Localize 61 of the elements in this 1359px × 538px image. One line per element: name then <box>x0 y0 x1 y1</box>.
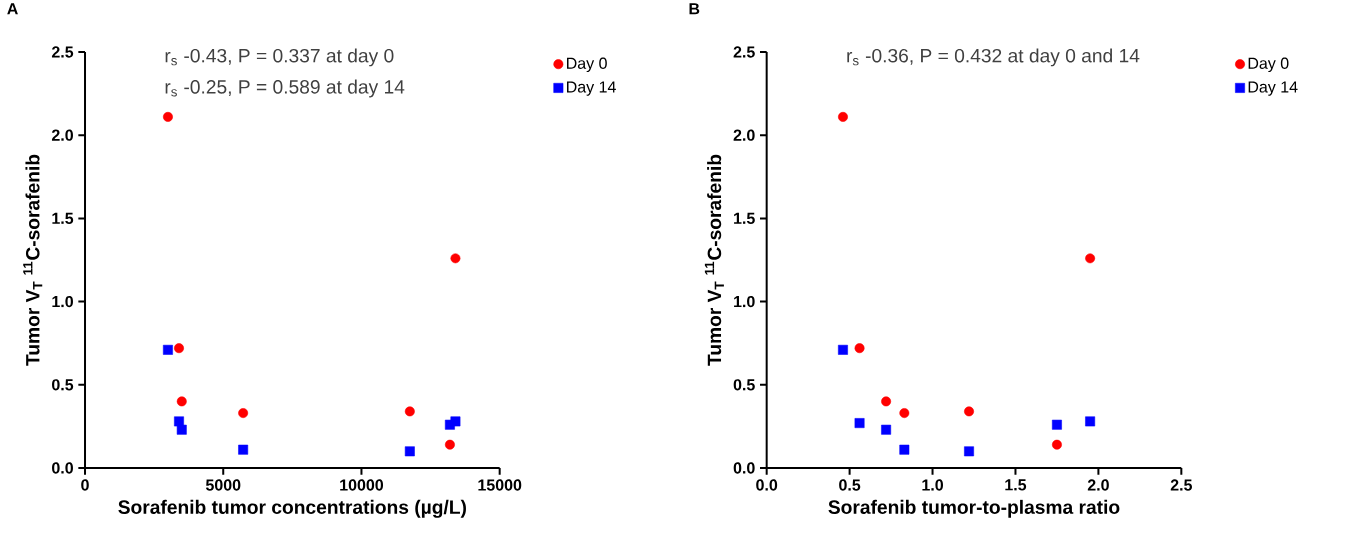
y-tick-label: 0.5 <box>52 379 74 391</box>
point <box>881 424 892 435</box>
point <box>238 444 249 455</box>
point <box>838 111 848 122</box>
legend-label: Day 0 <box>1248 57 1289 73</box>
point <box>899 444 910 455</box>
point <box>450 416 461 427</box>
point <box>1052 439 1062 450</box>
point <box>163 111 173 122</box>
point <box>404 406 415 417</box>
x-axis-title: Sorafenib tumor-to-plasma ratio <box>828 499 1120 518</box>
x-tick-label: 2.0 <box>1087 479 1109 491</box>
y-tick-label: 1.0 <box>734 295 755 308</box>
point <box>881 396 892 407</box>
y-tick-label: 0.0 <box>733 462 755 474</box>
point <box>176 424 187 435</box>
point <box>404 446 415 457</box>
x-tick-label: 2.5 <box>1170 479 1192 491</box>
point <box>838 344 848 355</box>
x-tick-label: 5000 <box>205 479 241 491</box>
y-tick-label: 1.5 <box>52 212 74 224</box>
x-tick-label: 15000 <box>478 479 522 491</box>
point <box>1085 253 1096 264</box>
x-tick-label: 10000 <box>340 479 384 491</box>
y-tick-label: 1.0 <box>52 295 73 308</box>
y-tick-label: 2.0 <box>733 129 755 141</box>
legend-label: Day 0 <box>567 57 607 73</box>
x-tick-label: 1.5 <box>1005 479 1027 491</box>
point <box>854 418 865 428</box>
y-tick-label: 0.0 <box>52 462 73 474</box>
chart-title: B <box>689 3 700 15</box>
y-tick-label: 0.5 <box>733 379 755 391</box>
y-axis-title: Tumor V$_{T}$ $^{11}$C-sorafenib <box>23 154 43 366</box>
point <box>1052 419 1062 430</box>
annotation: r$_{s}$ -0.36, P = 0.432 at day 0 and 14 <box>847 48 1140 67</box>
chart-title: A <box>7 3 18 15</box>
x-tick-label: 1.0 <box>922 479 943 491</box>
y-axis-title: Tumor V$_{T}$ $^{11}$C-sorafenib <box>704 154 724 366</box>
x-tick-label: 0.0 <box>756 479 778 491</box>
point <box>176 396 187 407</box>
annotation: r$_{s}$ -0.43, P = 0.337 at day 0 <box>165 48 394 67</box>
y-tick-label: 1.5 <box>734 212 755 224</box>
point <box>444 439 455 450</box>
y-tick-label: 2.0 <box>51 129 73 141</box>
point <box>163 344 173 355</box>
point <box>899 408 910 419</box>
point <box>450 253 461 264</box>
point <box>964 446 974 457</box>
point <box>1085 416 1096 427</box>
point <box>174 343 184 354</box>
annotation: r$_{s}$ -0.25, P = 0.589 at day 14 <box>165 79 405 98</box>
point <box>854 343 865 354</box>
point <box>964 406 974 417</box>
x-axis-title: Sorafenib tumor concentrations (µg/L) <box>118 499 466 518</box>
point <box>238 408 249 419</box>
x-tick-label: 0 <box>81 479 89 491</box>
y-tick-label: 2.5 <box>51 46 74 58</box>
legend-label: Day 14 <box>1248 81 1298 96</box>
x-tick-label: 0.5 <box>839 479 861 491</box>
y-tick-label: 2.5 <box>733 46 755 58</box>
legend-label: Day 14 <box>567 81 616 96</box>
